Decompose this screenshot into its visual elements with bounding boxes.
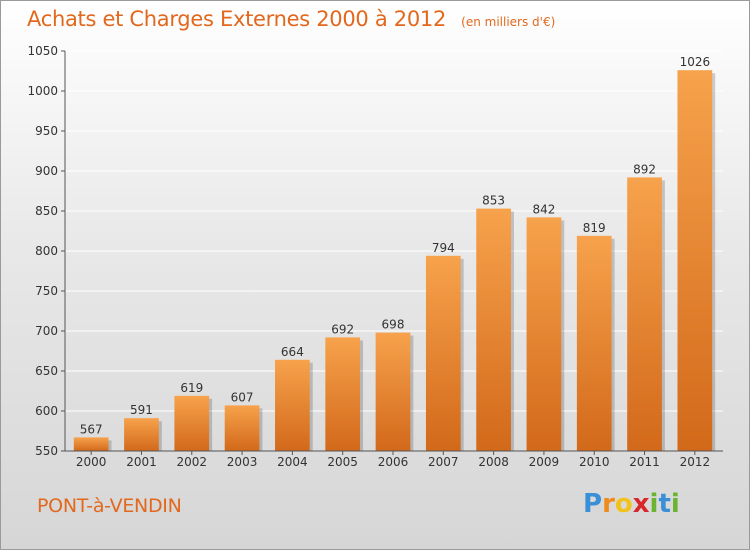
labels: 550 600 650 700 750 800 850 900 950 1000 1050 567 20… bbox=[27, 44, 710, 469]
y-tick-label: 1050 bbox=[27, 44, 58, 58]
proxiti-logo: Proxiti bbox=[583, 489, 680, 519]
logo-letter: i bbox=[670, 489, 680, 519]
y-tick-label: 800 bbox=[35, 244, 58, 258]
bar bbox=[526, 217, 562, 451]
data-label: 1026 bbox=[680, 55, 711, 69]
bar bbox=[124, 418, 159, 451]
bar bbox=[476, 208, 511, 451]
data-label: 842 bbox=[532, 202, 555, 216]
data-label: 591 bbox=[130, 403, 153, 417]
data-label: 664 bbox=[281, 345, 304, 359]
axes bbox=[61, 50, 723, 455]
x-tick-label: 2010 bbox=[579, 455, 610, 469]
x-tick-label: 2002 bbox=[176, 455, 207, 469]
data-label: 698 bbox=[382, 318, 405, 332]
bar bbox=[425, 255, 461, 451]
data-label: 819 bbox=[583, 221, 606, 235]
x-tick-label: 2005 bbox=[327, 455, 358, 469]
logo-letter: t bbox=[658, 489, 671, 519]
y-tick-label: 700 bbox=[35, 324, 58, 338]
bar bbox=[576, 235, 612, 451]
bar bbox=[677, 70, 713, 451]
y-tick-label: 600 bbox=[35, 404, 58, 418]
y-tick-label: 850 bbox=[35, 204, 58, 218]
data-label: 853 bbox=[482, 194, 505, 208]
y-tick-label: 1000 bbox=[27, 84, 58, 98]
data-label: 794 bbox=[432, 241, 455, 255]
y-tick-label: 950 bbox=[35, 124, 58, 138]
bar bbox=[224, 405, 260, 451]
bar bbox=[375, 332, 411, 451]
x-tick-label: 2000 bbox=[76, 455, 107, 469]
bar bbox=[325, 337, 361, 451]
bar bbox=[275, 359, 310, 451]
bar bbox=[627, 177, 662, 451]
data-label: 892 bbox=[633, 162, 656, 176]
chart-subtitle: (en milliers d'€) bbox=[461, 15, 556, 29]
x-tick-label: 2009 bbox=[529, 455, 560, 469]
logo-letter: o bbox=[614, 489, 633, 519]
bar bbox=[174, 395, 210, 451]
x-tick-label: 2007 bbox=[428, 455, 459, 469]
y-tick-label: 650 bbox=[35, 364, 58, 378]
data-label: 692 bbox=[331, 322, 354, 336]
x-tick-label: 2003 bbox=[227, 455, 258, 469]
y-tick-label: 900 bbox=[35, 164, 58, 178]
logo-letter: i bbox=[649, 489, 659, 519]
logo-letter: P bbox=[583, 489, 603, 519]
commune-name: PONT-à-VENDIN bbox=[37, 495, 182, 517]
bar bbox=[73, 437, 109, 451]
logo-letter: x bbox=[632, 489, 650, 519]
x-tick-label: 2012 bbox=[680, 455, 711, 469]
bars bbox=[73, 70, 716, 451]
x-tick-label: 2004 bbox=[277, 455, 308, 469]
x-tick-label: 2011 bbox=[629, 455, 660, 469]
logo-letter: r bbox=[602, 489, 615, 519]
chart-title: Achats et Charges Externes 2000 à 2012 bbox=[27, 7, 447, 31]
data-label: 619 bbox=[180, 381, 203, 395]
x-tick-label: 2006 bbox=[378, 455, 409, 469]
y-tick-label: 750 bbox=[35, 284, 58, 298]
data-label: 567 bbox=[80, 422, 103, 436]
x-tick-label: 2001 bbox=[126, 455, 157, 469]
y-tick-label: 550 bbox=[35, 444, 58, 458]
title-block: Achats et Charges Externes 2000 à 2012 (… bbox=[27, 7, 555, 31]
x-tick-label: 2008 bbox=[478, 455, 509, 469]
data-label: 607 bbox=[231, 390, 254, 404]
